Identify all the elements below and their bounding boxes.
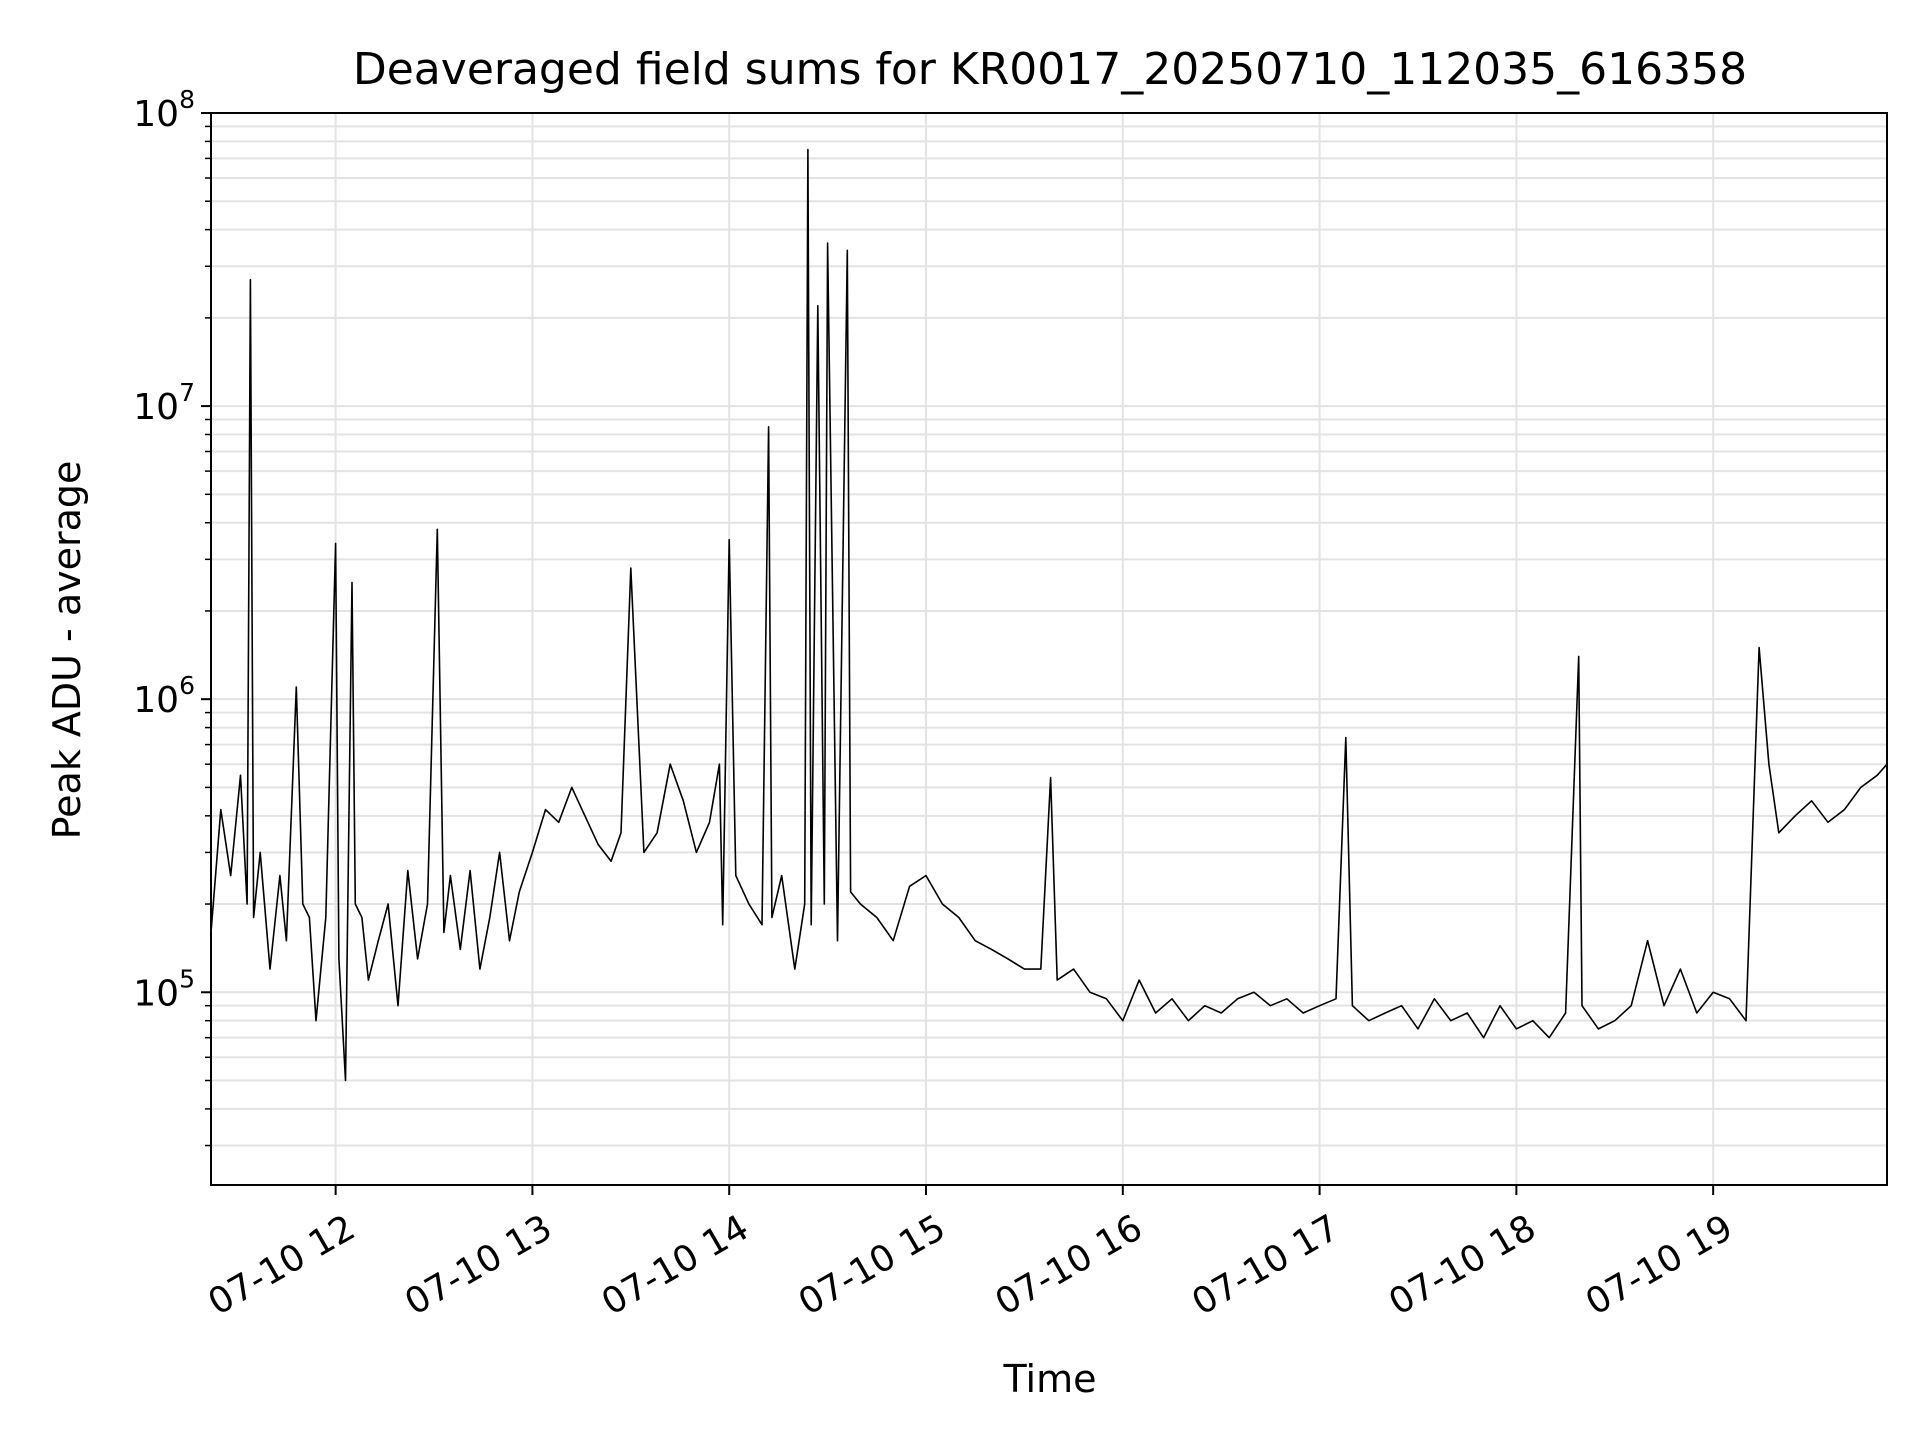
chart-title: Deaveraged field sums for KR0017_2025071…	[353, 44, 1747, 95]
y-tick-label: 106	[133, 671, 195, 721]
y-tick-label: 105	[133, 964, 195, 1014]
series-line	[210, 148, 1888, 1082]
series-layer	[210, 148, 1888, 1082]
y-tick-label: 107	[133, 378, 195, 428]
plot-frame	[210, 112, 1888, 1186]
grid-lines	[211, 112, 1887, 1185]
y-tick-label: 108	[133, 85, 195, 135]
x-axis-label: Time	[1003, 1357, 1097, 1401]
y-axis-label: Peak ADU - average	[45, 461, 89, 840]
